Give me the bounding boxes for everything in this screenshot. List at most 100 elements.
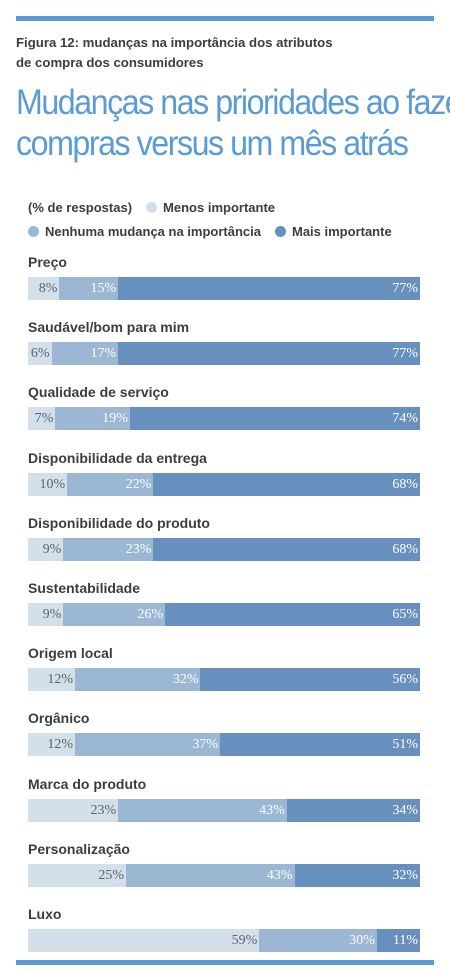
bar-segment-less	[28, 277, 60, 300]
legend-item-less: Menos importante	[146, 200, 275, 215]
stacked-bar: 9% 23% 68%	[28, 537, 420, 561]
bar-row: Qualidade de serviço 7% 19% 74%	[28, 384, 420, 432]
bar-segment-more	[286, 798, 420, 822]
legend-label-more: Mais importante	[292, 223, 392, 239]
bar-segment-nochange	[126, 863, 295, 887]
bar-segment-nochange	[63, 537, 154, 561]
bar-segment-less	[28, 798, 119, 822]
bar-segment-less	[28, 472, 68, 496]
stacked-bar: 6% 17% 77%	[28, 342, 420, 366]
legend-row-2: Nenhuma mudança na importância Mais impo…	[28, 222, 406, 240]
figure-caption-line-1: Figura 12: mudanças na importância dos a…	[16, 35, 333, 50]
bar-segment-more	[200, 668, 420, 692]
stacked-bar: 23% 43% 34%	[28, 798, 420, 822]
value-label-nochange: 22%	[125, 476, 152, 492]
bar-segment-more	[153, 537, 420, 561]
legend-swatch-less	[146, 201, 158, 213]
value-label-less: 12%	[47, 737, 74, 753]
value-label-less: 12%	[47, 672, 74, 688]
value-label-more: 77%	[392, 346, 419, 362]
value-label-less: 10%	[39, 476, 66, 492]
bar-segment-nochange	[75, 733, 221, 757]
value-label-nochange: 32%	[172, 672, 199, 688]
value-label-more: 68%	[392, 541, 418, 557]
bar-segment-nochange	[63, 603, 166, 626]
bar-segment-more	[118, 342, 420, 366]
value-label-more: 32%	[392, 867, 418, 883]
stacked-bar: 7% 19% 74%	[28, 407, 420, 431]
category-label: Personalização	[28, 840, 130, 857]
bar-segment-less	[28, 537, 64, 561]
bar-segment-more	[165, 603, 420, 626]
category-label: Saudável/bom para mim	[28, 319, 190, 336]
category-label: Disponibilidade do produto	[28, 514, 210, 531]
legend-item-nochange: Nenhuma mudança na importância	[28, 224, 261, 239]
chart-title: Mudanças nas prioridades ao fazer compra…	[16, 82, 450, 164]
stacked-bar: 8% 15% 77%	[28, 277, 420, 300]
value-label-less: 9%	[42, 541, 62, 557]
value-label-more: 65%	[392, 607, 418, 622]
legend-swatch-more	[275, 225, 286, 237]
bar-row: Saudável/bom para mim 6% 17% 77%	[28, 319, 420, 367]
category-label: Marca do produto	[28, 775, 147, 792]
bar-segment-more	[294, 863, 420, 887]
value-label-less: 9%	[42, 607, 62, 622]
bar-segment-less	[28, 733, 76, 757]
stacked-bar: 12% 32% 56%	[28, 668, 420, 692]
bar-segment-less	[28, 668, 76, 692]
category-label: Disponibilidade da entrega	[28, 449, 207, 466]
bar-segment-more	[153, 472, 420, 496]
stacked-bar: 9% 26% 65%	[28, 603, 420, 626]
bar-segment-nochange	[75, 668, 201, 692]
stacked-bar: 12% 37% 51%	[28, 733, 420, 757]
value-label-less: 8%	[38, 281, 58, 296]
value-label-nochange: 23%	[125, 541, 152, 557]
category-label: Orgânico	[28, 710, 90, 727]
legend-item-more: Mais importante	[275, 224, 392, 239]
value-label-more: 77%	[392, 281, 419, 296]
bar-row: Orgânico 12% 37% 51%	[28, 710, 420, 758]
legend-label-less: Menos importante	[163, 199, 276, 215]
legend-row-1: (% de respostas) Menos importante	[28, 198, 289, 216]
bar-segment-less	[28, 342, 52, 366]
value-label-less: 23%	[90, 802, 117, 818]
bar-segment-less	[28, 407, 56, 431]
stacked-bar-chart: Preço 8% 15% 77% Saudável/bom para mim 6% 17% 7…	[28, 254, 420, 952]
value-label-more: 68%	[392, 476, 418, 492]
category-label: Qualidade de serviço	[28, 384, 169, 401]
chart-title-line-2: compras versus um mês atrás	[16, 124, 409, 163]
value-label-nochange: 19%	[102, 411, 128, 427]
top-rule	[16, 16, 434, 21]
bar-segment-less	[28, 603, 64, 626]
value-label-more: 34%	[392, 802, 418, 818]
value-label-less: 6%	[30, 346, 50, 362]
bar-segment-more	[129, 407, 420, 431]
bar-row: Preço 8% 15% 77%	[28, 254, 420, 302]
value-label-nochange: 43%	[259, 802, 285, 818]
legend-swatch-nochange	[28, 225, 39, 237]
value-label-less: 25%	[98, 867, 124, 883]
value-label-more: 51%	[392, 737, 418, 753]
category-label: Sustentabilidade	[28, 580, 141, 596]
value-label-nochange: 26%	[137, 607, 164, 622]
value-label-nochange: 17%	[90, 346, 117, 362]
chart-title-line-1: Mudanças nas prioridades ao fazer	[16, 83, 450, 122]
bar-segment-nochange	[59, 277, 119, 300]
value-label-less: 7%	[34, 411, 54, 427]
bar-segment-nochange	[118, 798, 287, 822]
bar-segment-less	[28, 929, 260, 952]
figure-caption-line-2: de compra dos consumidores	[16, 55, 204, 70]
bar-row: Disponibilidade da entrega 10% 22% 68%	[28, 450, 420, 498]
stacked-bar: 59% 30% 11%	[28, 929, 420, 952]
value-label-nochange: 15%	[90, 281, 117, 296]
bar-row: Luxo 59% 30% 11%	[28, 906, 420, 954]
category-label: Origem local	[28, 645, 113, 662]
bar-row: Marca do produto 23% 43% 34%	[28, 776, 420, 824]
category-label: Preço	[28, 254, 67, 270]
bar-segment-nochange	[51, 342, 119, 366]
stacked-bar: 25% 43% 32%	[28, 863, 420, 887]
value-label-more: 11%	[392, 933, 418, 948]
bar-segment-nochange	[67, 472, 154, 496]
bar-row: Personalização 25% 43% 32%	[28, 841, 420, 889]
bar-row: Origem local 12% 32% 56%	[28, 645, 420, 693]
